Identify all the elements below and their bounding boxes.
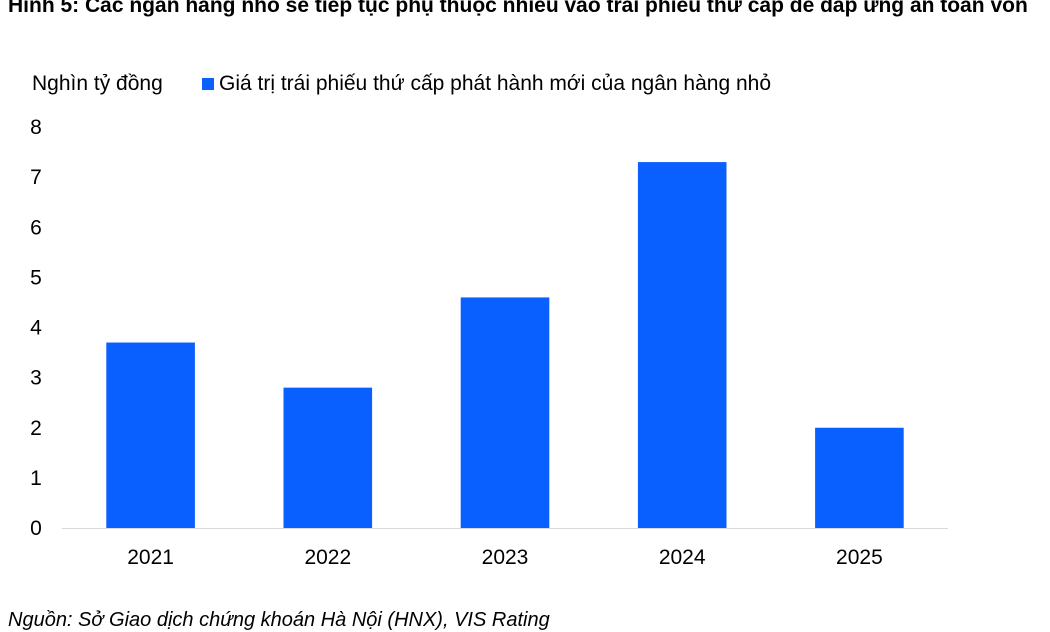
- x-tick-label: 2025: [836, 546, 883, 569]
- y-axis-ticks: 0 1 2 3 4 5 6 7 8: [30, 116, 42, 540]
- source-note: Nguồn: Sở Giao dịch chứng khoán Hà Nội (…: [8, 609, 550, 631]
- y-tick-label: 1: [30, 467, 42, 490]
- bars: [106, 162, 904, 528]
- bar-2023: [460, 297, 550, 528]
- bar-2024: [637, 162, 727, 528]
- chart-title: Hình 5: Các ngân hàng nhỏ sẽ tiếp tục ph…: [8, 0, 1028, 17]
- legend-label: Giá trị trái phiếu thứ cấp phát hành mới…: [219, 72, 772, 95]
- y-tick-label: 4: [30, 317, 42, 340]
- y-tick-label: 8: [30, 116, 42, 139]
- y-tick-label: 0: [30, 517, 42, 540]
- y-tick-label: 2: [30, 417, 42, 440]
- x-tick-label: 2024: [659, 546, 706, 569]
- y-tick-label: 5: [30, 266, 42, 289]
- y-tick-label: 6: [30, 216, 42, 239]
- x-tick-label: 2021: [127, 546, 174, 569]
- y-axis-unit-label: Nghìn tỷ đồng: [32, 72, 163, 95]
- legend-swatch: [202, 78, 214, 90]
- y-tick-label: 7: [30, 166, 42, 189]
- x-tick-label: 2023: [482, 546, 529, 569]
- x-tick-label: 2022: [304, 546, 351, 569]
- x-axis-labels: 2021 2022 2023 2024 2025: [127, 546, 883, 569]
- bar-2021: [106, 342, 195, 528]
- bar-2022: [283, 387, 373, 528]
- y-tick-label: 3: [30, 367, 42, 390]
- legend: Giá trị trái phiếu thứ cấp phát hành mới…: [202, 72, 771, 96]
- bar-2025: [815, 427, 904, 528]
